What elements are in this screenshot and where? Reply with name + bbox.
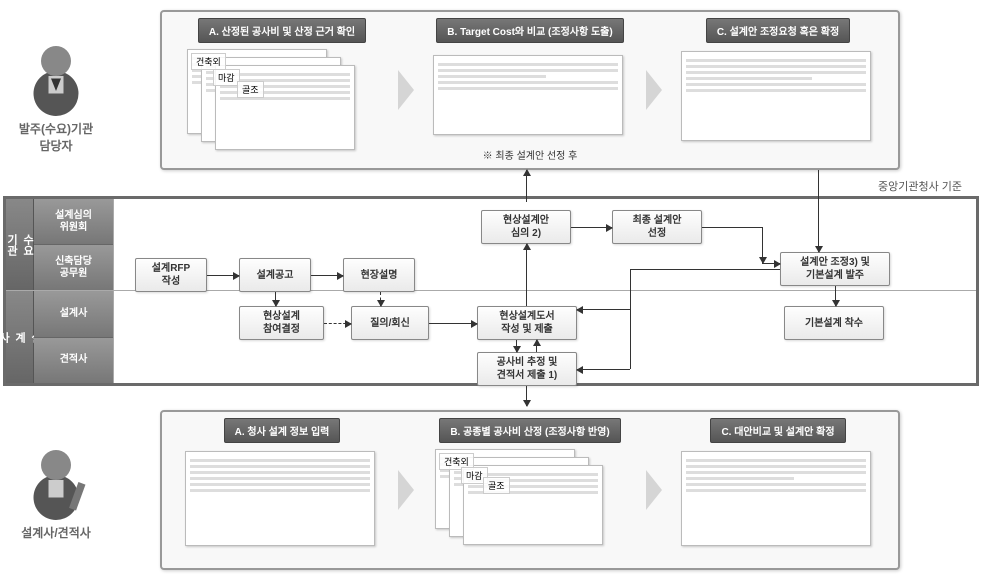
corner: [702, 227, 762, 228]
box-announce: 설계공고: [239, 258, 311, 292]
arrow: [835, 286, 836, 306]
box-basic-start: 기본설계 착수: [784, 306, 884, 340]
arrow: [762, 263, 780, 264]
top-panel-a: A. 산정된 공사비 및 산정 근거 확인 건축외 마감 골조: [168, 18, 396, 162]
doc-thumb: [673, 449, 883, 549]
persona-bottom-label: 설계사/견적사: [16, 524, 96, 541]
arrow: [536, 340, 537, 352]
lane-sub-estimator: 견적사: [34, 338, 113, 384]
top-panel-b: B. Target Cost와 비교 (조정사항 도출) ※ 최종 설계안 선정…: [416, 18, 644, 162]
arrow: [429, 323, 477, 324]
panel-header: B. Target Cost와 비교 (조정사항 도출): [436, 18, 623, 43]
chevron-right-icon: [398, 70, 414, 110]
doc-thumb: [673, 49, 883, 149]
bottom-panel-row: A. 청사 설계 정보 입력 B. 공종별 공사비 산정 (조정사항 반영) 건…: [160, 410, 900, 570]
doc-tag: 마감: [213, 69, 240, 86]
box-review: 현상설계안 심의 2): [481, 210, 571, 244]
top-panel-c: C. 설계안 조정요청 혹은 확정: [664, 18, 892, 162]
arrow: [311, 275, 343, 276]
lane-group-demand: 수요 기관: [6, 199, 34, 290]
persona-bottom: 설계사/견적사: [16, 440, 96, 541]
panel-header: A. 산정된 공사비 및 산정 근거 확인: [198, 18, 366, 43]
box-qna: 질의/회신: [351, 306, 429, 340]
doc-tag: 골조: [483, 477, 510, 494]
lane-sub-designer: 설계사: [34, 291, 113, 338]
lane-group-designer: 설 계 사: [6, 291, 34, 383]
panel-header: B. 공종별 공사비 산정 (조정사항 반영): [439, 418, 620, 443]
panel-header: C. 대안비교 및 설계안 확정: [710, 418, 845, 443]
lane-sub-committee: 설계심의 위원회: [34, 199, 113, 245]
arrow: [380, 292, 381, 306]
box-estimate: 공사비 추정 및 견적서 제출 1): [477, 352, 577, 386]
avatar-icon: [16, 440, 96, 520]
chevron-right-icon: [398, 470, 414, 510]
arrow: [571, 227, 612, 228]
top-panel-row: A. 산정된 공사비 및 산정 근거 확인 건축외 마감 골조 B. Targe…: [160, 10, 900, 170]
arrow: [577, 369, 630, 370]
corner: [630, 309, 631, 369]
doc-thumb: 건축외 마감 골조: [177, 49, 387, 149]
persona-top-label: 발주(수요)기관 담당자: [16, 120, 96, 154]
doc-thumb: [425, 49, 635, 143]
doc-thumb: 건축외 마감 골조: [425, 449, 635, 549]
avatar-icon: [16, 36, 96, 116]
box-adjust-order: 설계안 조정3) 및 기본설계 발주: [780, 252, 890, 286]
box-doc-submit: 현상설계도서 작성 및 제출: [477, 306, 577, 340]
corner: [630, 269, 631, 309]
box-rfp: 설계RFP 작성: [135, 258, 207, 292]
arrow: [577, 309, 630, 310]
panel-header: C. 설계안 조정요청 혹은 확정: [706, 18, 850, 43]
box-participate: 현상설계 참여결정: [239, 306, 324, 340]
arrow: [516, 340, 517, 352]
doc-tag: 건축외: [191, 53, 226, 70]
corner: [630, 269, 780, 270]
arrow: [762, 227, 763, 263]
panel-note: ※ 최종 설계안 선정 후: [483, 147, 578, 162]
arrow: [526, 386, 527, 406]
persona-top: 발주(수요)기관 담당자: [16, 36, 96, 154]
arrow: [275, 292, 276, 306]
arrow: [526, 244, 527, 306]
box-final-select: 최종 설계안 선정: [612, 210, 702, 244]
arrow: [818, 170, 819, 252]
arrow: [526, 170, 527, 202]
doc-thumb: [177, 449, 387, 549]
arrow: [324, 323, 351, 324]
chevron-right-icon: [646, 470, 662, 510]
lane-sub-official: 신축담당 공무원: [34, 245, 113, 290]
arrow: [207, 275, 239, 276]
bottom-panel-b: B. 공종별 공사비 산정 (조정사항 반영) 건축외 마감 골조: [416, 418, 644, 562]
bottom-panel-a: A. 청사 설계 정보 입력: [168, 418, 396, 562]
caption-right: 중앙기관청사 기준: [878, 178, 962, 194]
panel-header: A. 청사 설계 정보 입력: [224, 418, 341, 443]
chevron-right-icon: [646, 70, 662, 110]
bottom-panel-c: C. 대안비교 및 설계안 확정: [664, 418, 892, 562]
box-site-desc: 현장설명: [343, 258, 415, 292]
doc-tag: 골조: [237, 81, 264, 98]
